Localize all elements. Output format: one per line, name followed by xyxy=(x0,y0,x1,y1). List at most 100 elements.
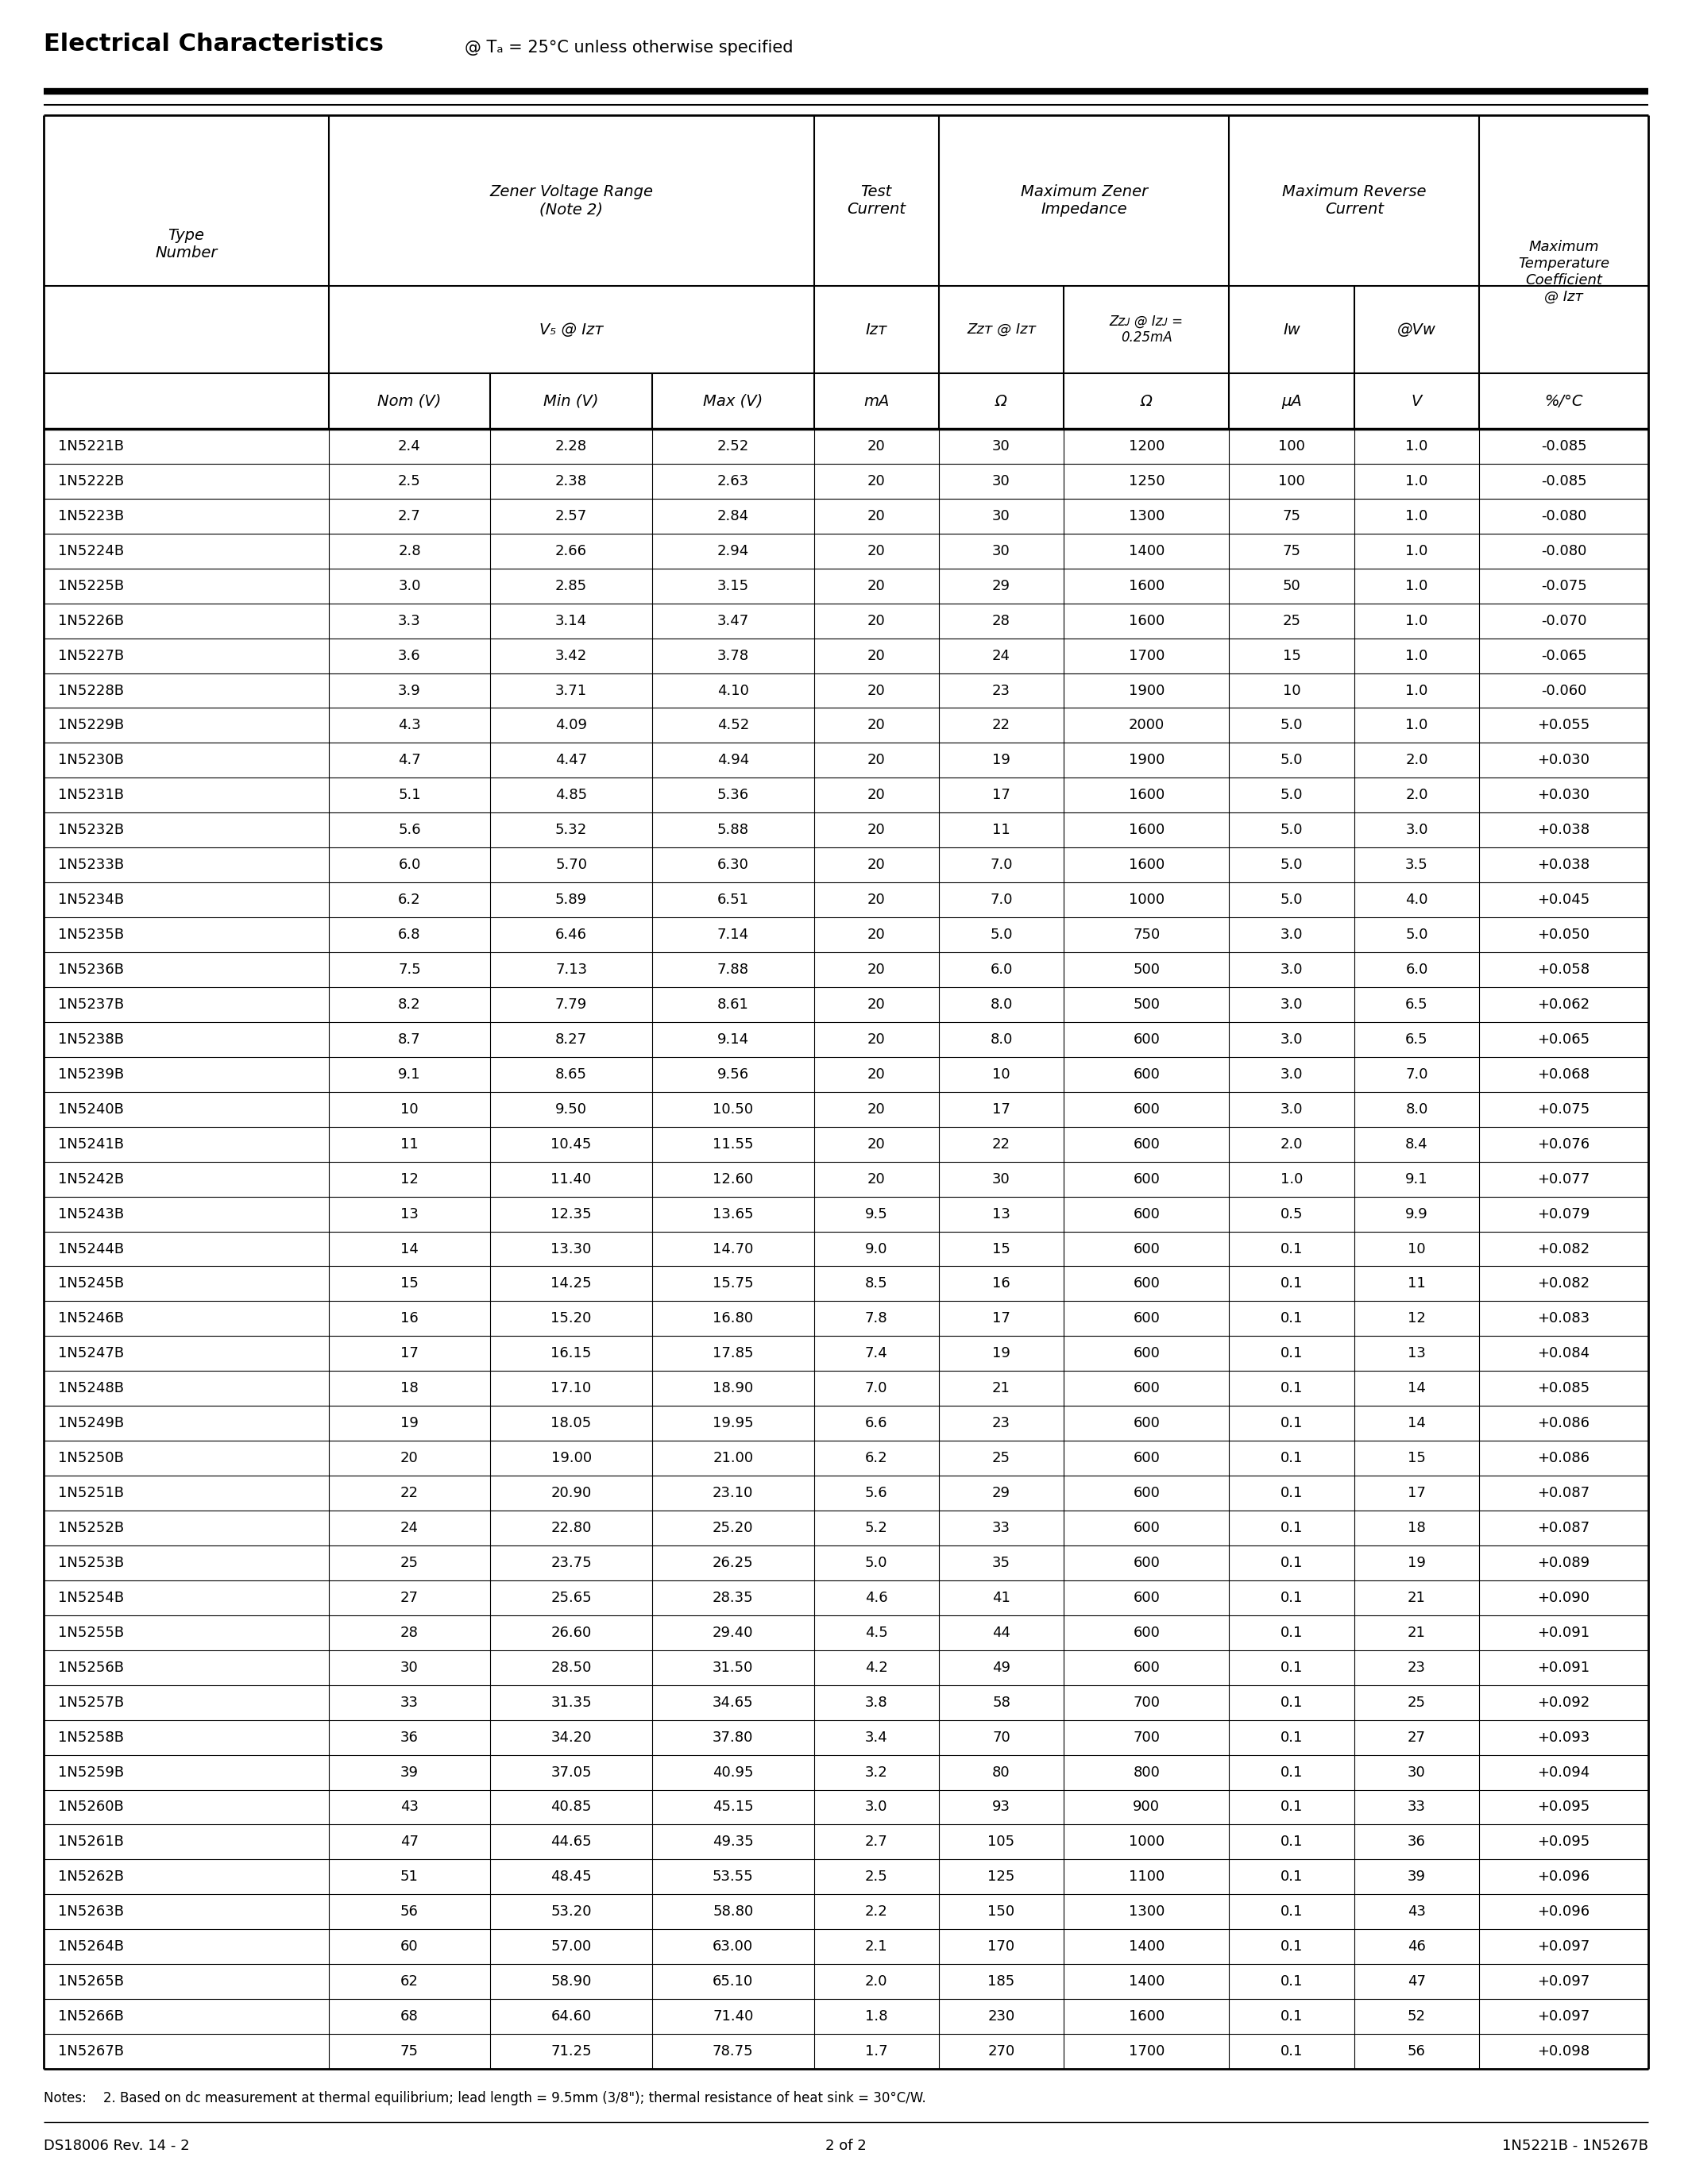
Text: -0.085: -0.085 xyxy=(1541,474,1587,489)
Text: 600: 600 xyxy=(1133,1625,1160,1640)
Text: 600: 600 xyxy=(1133,1068,1160,1081)
Text: 43: 43 xyxy=(1408,1904,1426,1920)
Text: 1600: 1600 xyxy=(1129,788,1165,802)
Text: 1N5233B: 1N5233B xyxy=(57,858,123,871)
Text: 25.65: 25.65 xyxy=(550,1590,592,1605)
Text: 20: 20 xyxy=(868,649,885,662)
Text: 41: 41 xyxy=(993,1590,1011,1605)
Text: 4.52: 4.52 xyxy=(717,719,749,732)
Text: 20: 20 xyxy=(868,893,885,906)
Text: 1.0: 1.0 xyxy=(1406,439,1428,454)
Text: 600: 600 xyxy=(1133,1243,1160,1256)
Text: 2.63: 2.63 xyxy=(717,474,749,489)
Text: 2.28: 2.28 xyxy=(555,439,587,454)
Text: 2 of 2: 2 of 2 xyxy=(825,2138,866,2153)
Text: 16: 16 xyxy=(993,1278,1011,1291)
Text: 0.1: 0.1 xyxy=(1281,1345,1303,1361)
Text: 25: 25 xyxy=(1408,1695,1426,1710)
Text: 600: 600 xyxy=(1133,1590,1160,1605)
Text: 2.0: 2.0 xyxy=(1406,788,1428,802)
Text: 8.65: 8.65 xyxy=(555,1068,587,1081)
Text: 9.0: 9.0 xyxy=(864,1243,888,1256)
Text: +0.050: +0.050 xyxy=(1538,928,1590,941)
Text: 16.80: 16.80 xyxy=(712,1310,753,1326)
Text: 7.79: 7.79 xyxy=(555,998,587,1011)
Text: 25: 25 xyxy=(993,1450,1011,1465)
Text: 230: 230 xyxy=(987,2009,1014,2025)
Text: 70: 70 xyxy=(993,1730,1011,1745)
Text: Zᴢᴛ @ Iᴢᴛ: Zᴢᴛ @ Iᴢᴛ xyxy=(967,323,1036,336)
Text: 17: 17 xyxy=(993,788,1011,802)
Text: 1N5259B: 1N5259B xyxy=(57,1765,123,1780)
Text: 1N5226B: 1N5226B xyxy=(57,614,123,629)
Text: 36: 36 xyxy=(400,1730,419,1745)
Text: 1600: 1600 xyxy=(1129,823,1165,836)
Text: 8.7: 8.7 xyxy=(398,1033,420,1046)
Text: 1N5264B: 1N5264B xyxy=(57,1939,123,1955)
Text: 47: 47 xyxy=(1408,1974,1426,1990)
Text: 7.88: 7.88 xyxy=(717,963,749,976)
Text: 5.32: 5.32 xyxy=(555,823,587,836)
Text: 20: 20 xyxy=(868,509,885,524)
Text: 20: 20 xyxy=(868,753,885,767)
Text: 7.5: 7.5 xyxy=(398,963,420,976)
Text: 0.1: 0.1 xyxy=(1281,1835,1303,1850)
Text: 1600: 1600 xyxy=(1129,858,1165,871)
Text: 800: 800 xyxy=(1133,1765,1160,1780)
Text: 2.57: 2.57 xyxy=(555,509,587,524)
Text: -0.065: -0.065 xyxy=(1541,649,1587,662)
Text: 1600: 1600 xyxy=(1129,614,1165,629)
Text: 600: 600 xyxy=(1133,1520,1160,1535)
Text: 20: 20 xyxy=(868,1103,885,1116)
Text: 0.1: 0.1 xyxy=(1281,1730,1303,1745)
Text: 17: 17 xyxy=(993,1103,1011,1116)
Text: 0.1: 0.1 xyxy=(1281,1590,1303,1605)
Text: 9.56: 9.56 xyxy=(717,1068,749,1081)
Text: +0.097: +0.097 xyxy=(1538,2009,1590,2025)
Text: +0.096: +0.096 xyxy=(1538,1870,1590,1885)
Text: 26.60: 26.60 xyxy=(550,1625,591,1640)
Text: 11.55: 11.55 xyxy=(712,1138,753,1151)
Text: 15.20: 15.20 xyxy=(550,1310,591,1326)
Text: 37.80: 37.80 xyxy=(712,1730,753,1745)
Text: 47: 47 xyxy=(400,1835,419,1850)
Text: 5.0: 5.0 xyxy=(989,928,1013,941)
Text: 9.50: 9.50 xyxy=(555,1103,587,1116)
Text: 30: 30 xyxy=(993,474,1011,489)
Text: 10: 10 xyxy=(1408,1243,1426,1256)
Text: 1.0: 1.0 xyxy=(1406,509,1428,524)
Text: 75: 75 xyxy=(400,2044,419,2060)
Text: +0.075: +0.075 xyxy=(1538,1103,1590,1116)
Text: 6.0: 6.0 xyxy=(991,963,1013,976)
Text: -0.080: -0.080 xyxy=(1541,509,1587,524)
Text: +0.030: +0.030 xyxy=(1538,753,1590,767)
Text: 600: 600 xyxy=(1133,1310,1160,1326)
Text: 3.0: 3.0 xyxy=(1281,928,1303,941)
Text: Maximum Zener
Impedance: Maximum Zener Impedance xyxy=(1021,183,1148,216)
Text: 20: 20 xyxy=(868,823,885,836)
Text: 22: 22 xyxy=(993,1138,1011,1151)
Text: 0.1: 0.1 xyxy=(1281,2009,1303,2025)
Text: Iᴡ: Iᴡ xyxy=(1283,321,1300,336)
Text: Nom (V): Nom (V) xyxy=(378,393,441,408)
Text: 1.0: 1.0 xyxy=(1406,719,1428,732)
Text: 1000: 1000 xyxy=(1129,1835,1165,1850)
Text: 8.2: 8.2 xyxy=(398,998,420,1011)
Text: 1N5223B: 1N5223B xyxy=(57,509,123,524)
Text: 35: 35 xyxy=(993,1555,1011,1570)
Text: +0.089: +0.089 xyxy=(1538,1555,1590,1570)
Text: 3.4: 3.4 xyxy=(864,1730,888,1745)
Text: -0.060: -0.060 xyxy=(1541,684,1587,697)
Text: 100: 100 xyxy=(1278,474,1305,489)
Text: -0.075: -0.075 xyxy=(1541,579,1587,594)
Text: 4.47: 4.47 xyxy=(555,753,587,767)
Text: 28: 28 xyxy=(993,614,1011,629)
Text: -0.080: -0.080 xyxy=(1541,544,1587,559)
Text: 8.0: 8.0 xyxy=(991,998,1013,1011)
Text: 600: 600 xyxy=(1133,1138,1160,1151)
Text: 23: 23 xyxy=(993,1415,1011,1431)
Text: Electrical Characteristics: Electrical Characteristics xyxy=(44,33,383,55)
Text: 4.7: 4.7 xyxy=(398,753,420,767)
Text: 1N5238B: 1N5238B xyxy=(57,1033,123,1046)
Text: 11: 11 xyxy=(993,823,1011,836)
